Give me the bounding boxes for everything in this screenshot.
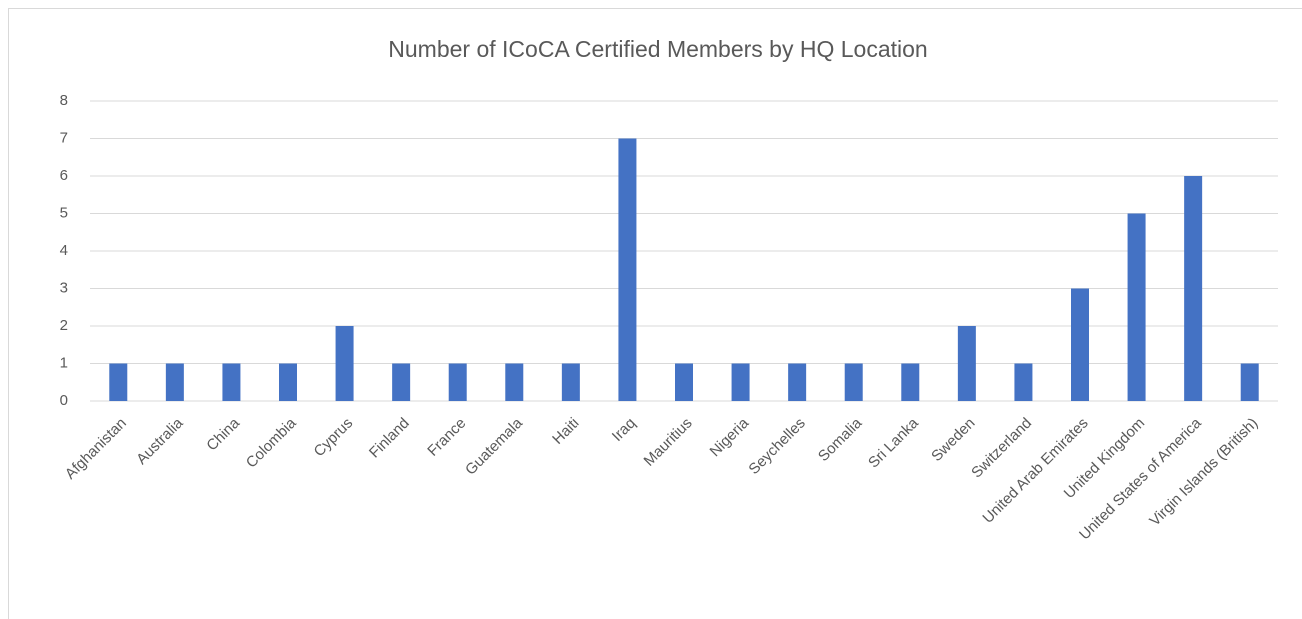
bar — [505, 363, 524, 401]
y-tick-label: 3 — [60, 279, 68, 296]
x-tick-label: Nigeria — [707, 414, 753, 460]
bar — [165, 363, 184, 401]
bar — [335, 326, 354, 401]
bar — [561, 363, 580, 401]
y-tick-label: 7 — [60, 129, 68, 146]
x-tick-label: Cyprus — [311, 415, 357, 461]
x-tick-label: Colombia — [243, 414, 300, 471]
bar — [957, 326, 976, 401]
bar — [1014, 363, 1033, 401]
x-tick-label: Seychelles — [745, 415, 808, 478]
bar — [392, 363, 411, 401]
bar — [222, 363, 241, 401]
bar — [844, 363, 863, 401]
x-tick-label: Virgin Islands (British) — [1146, 415, 1261, 530]
y-tick-label: 2 — [60, 317, 68, 334]
x-tick-label: Mauritius — [641, 415, 696, 470]
x-tick-label: Sri Lanka — [865, 414, 922, 471]
chart-frame — [8, 8, 1302, 619]
x-tick-label: Guatemala — [462, 414, 526, 478]
chart-title: Number of ICoCA Certified Members by HQ … — [388, 36, 927, 62]
bar — [618, 138, 637, 401]
y-tick-label: 8 — [60, 92, 68, 109]
y-tick-label: 1 — [60, 354, 68, 371]
bar — [109, 363, 128, 401]
bar — [788, 363, 807, 401]
y-tick-label: 6 — [60, 167, 68, 184]
x-tick-label: France — [424, 415, 469, 460]
x-tick-label: Australia — [133, 414, 187, 468]
x-tick-label: United Arab Emirates — [979, 415, 1091, 527]
bar — [448, 363, 467, 401]
x-tick-label: Haiti — [549, 415, 582, 448]
x-tick-label: China — [203, 414, 243, 454]
y-tick-label: 5 — [60, 204, 68, 221]
x-tick-label: Finland — [366, 415, 413, 462]
x-tick-label: Iraq — [609, 415, 639, 445]
y-tick-label: 4 — [60, 242, 68, 259]
x-tick-label: Sweden — [928, 415, 978, 465]
y-tick-label: 0 — [60, 392, 68, 409]
bar — [675, 363, 693, 401]
bar — [901, 363, 920, 401]
bar — [1240, 363, 1259, 401]
x-tick-label: Afghanistan — [62, 415, 130, 483]
bar — [1127, 213, 1146, 401]
bar — [1184, 176, 1203, 401]
bar — [279, 363, 297, 401]
bar — [731, 363, 750, 401]
x-tick-label: Somalia — [815, 414, 866, 465]
bar — [1071, 288, 1089, 401]
